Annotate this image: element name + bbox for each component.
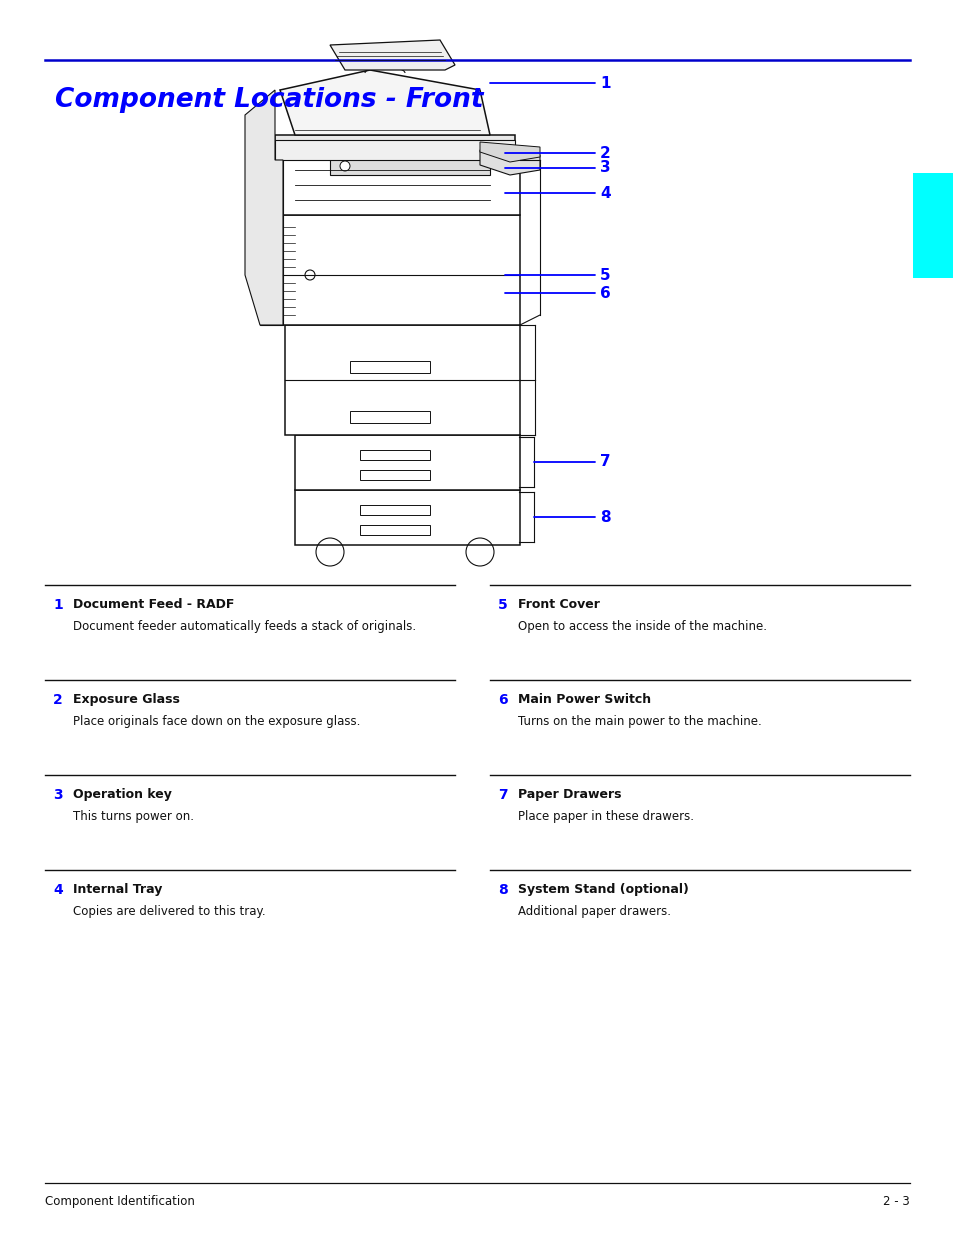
Text: Exposure Glass: Exposure Glass — [73, 693, 180, 706]
Text: 3: 3 — [53, 788, 63, 802]
Text: 1: 1 — [53, 598, 63, 613]
Text: 2 - 3: 2 - 3 — [882, 1195, 909, 1208]
Text: Component Identification: Component Identification — [45, 1195, 194, 1208]
Text: Component Locations - Front: Component Locations - Front — [55, 86, 483, 112]
Text: Internal Tray: Internal Tray — [73, 883, 162, 897]
Polygon shape — [280, 70, 490, 135]
Bar — [274, 135, 515, 161]
Circle shape — [305, 270, 314, 280]
Bar — [350, 361, 430, 373]
Bar — [359, 471, 430, 480]
Bar — [260, 161, 283, 325]
Text: Turns on the main power to the machine.: Turns on the main power to the machine. — [517, 715, 760, 727]
Text: Main Power Switch: Main Power Switch — [517, 693, 651, 706]
Polygon shape — [245, 90, 283, 325]
Circle shape — [339, 161, 350, 170]
Bar — [359, 505, 430, 515]
Text: Document Feed - RADF: Document Feed - RADF — [73, 598, 234, 611]
Bar — [359, 450, 430, 459]
Text: 7: 7 — [599, 454, 610, 469]
Bar — [294, 435, 519, 490]
Text: System Stand (optional): System Stand (optional) — [517, 883, 688, 897]
Text: 5: 5 — [497, 598, 507, 613]
Bar — [350, 411, 430, 424]
Text: Paper Drawers: Paper Drawers — [517, 788, 620, 802]
Text: Place paper in these drawers.: Place paper in these drawers. — [517, 810, 693, 823]
Bar — [274, 140, 515, 161]
Text: 4: 4 — [53, 883, 63, 897]
Text: Copies are delivered to this tray.: Copies are delivered to this tray. — [73, 905, 265, 918]
Polygon shape — [479, 142, 539, 162]
Text: 6: 6 — [497, 693, 507, 706]
Bar — [330, 157, 490, 175]
Text: Additional paper drawers.: Additional paper drawers. — [517, 905, 670, 918]
Text: 2: 2 — [53, 693, 63, 706]
Text: Document feeder automatically feeds a stack of originals.: Document feeder automatically feeds a st… — [73, 620, 416, 634]
Text: 8: 8 — [599, 510, 610, 525]
Text: Open to access the inside of the machine.: Open to access the inside of the machine… — [517, 620, 766, 634]
Text: 6: 6 — [599, 285, 610, 300]
Text: 7: 7 — [497, 788, 507, 802]
Text: Front Cover: Front Cover — [517, 598, 599, 611]
Bar — [912, 173, 953, 278]
Bar — [283, 215, 519, 325]
Polygon shape — [479, 149, 539, 175]
Text: 4: 4 — [599, 185, 610, 200]
Polygon shape — [330, 40, 455, 70]
Text: 5: 5 — [599, 268, 610, 283]
Bar — [283, 161, 519, 215]
Text: 8: 8 — [497, 883, 507, 897]
Text: 2: 2 — [599, 146, 610, 161]
Text: This turns power on.: This turns power on. — [73, 810, 193, 823]
Text: 3: 3 — [599, 161, 610, 175]
Text: Operation key: Operation key — [73, 788, 172, 802]
Bar — [294, 490, 519, 545]
Bar — [359, 525, 430, 535]
Text: Place originals face down on the exposure glass.: Place originals face down on the exposur… — [73, 715, 360, 727]
Text: 1: 1 — [599, 75, 610, 90]
Bar — [285, 325, 519, 435]
